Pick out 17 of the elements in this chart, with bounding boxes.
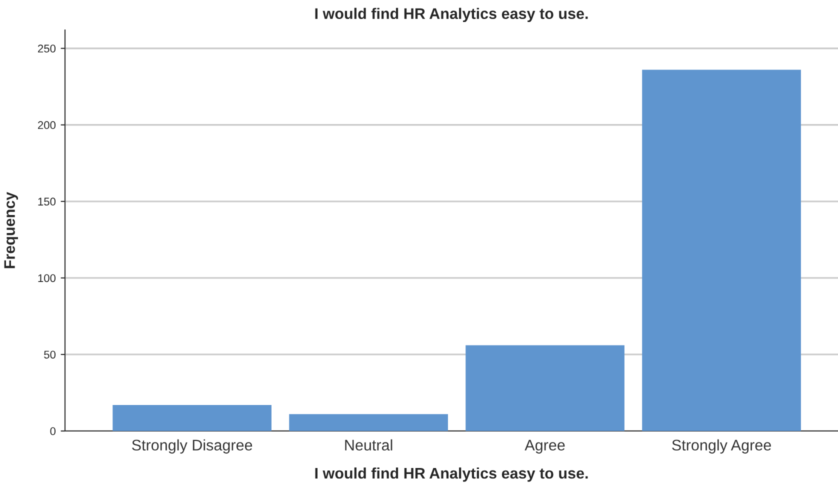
y-tick-label: 100 bbox=[38, 274, 56, 282]
y-tick-label: 200 bbox=[38, 121, 56, 130]
x-tick-label: Strongly Disagree bbox=[132, 439, 252, 454]
x-tick-label: Strongly Agree bbox=[672, 439, 771, 454]
bar bbox=[289, 414, 448, 431]
y-tick-label: 150 bbox=[38, 198, 56, 206]
bar bbox=[642, 70, 801, 431]
y-tick-label: 250 bbox=[38, 44, 56, 52]
y-tick-label: 50 bbox=[44, 350, 56, 359]
bar bbox=[466, 345, 624, 431]
y-axis-title: Frequency bbox=[4, 192, 18, 268]
bar bbox=[112, 404, 272, 431]
x-tick-label: Neutral bbox=[345, 439, 392, 451]
x-axis-title: I would find HR Analytics easy to use. bbox=[315, 467, 588, 482]
x-tick-label: Agree bbox=[524, 440, 565, 454]
y-tick-label: 0 bbox=[50, 427, 56, 436]
chart-title: I would find HR Analytics easy to use. bbox=[315, 8, 588, 22]
